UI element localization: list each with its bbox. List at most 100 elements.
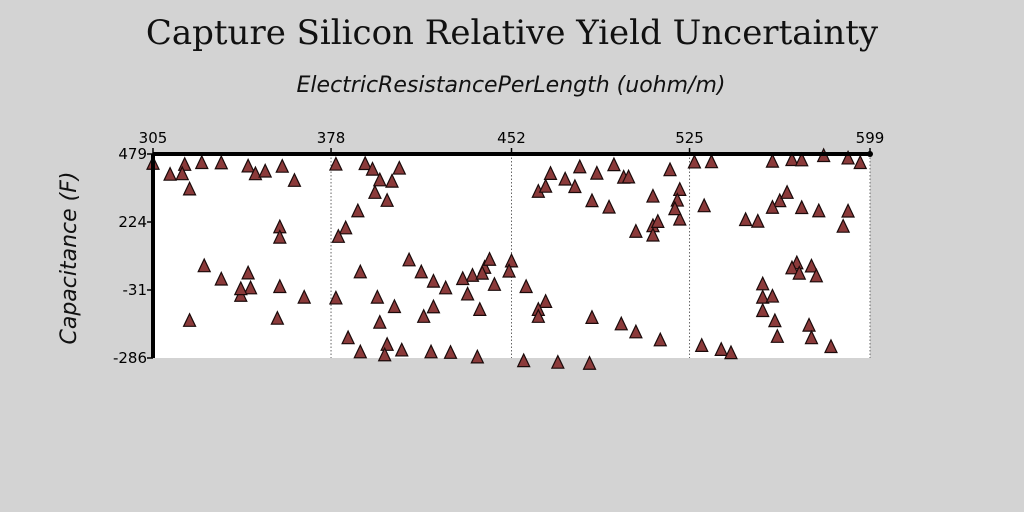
data-point-62	[780, 184, 795, 199]
data-point-64	[765, 199, 780, 214]
data-point-28	[372, 171, 387, 187]
data-point-88	[585, 192, 599, 208]
data-point-29	[385, 173, 399, 188]
data-point-112	[531, 308, 546, 323]
data-point-67	[811, 202, 826, 218]
data-point-35	[328, 289, 343, 305]
data-point-89	[602, 199, 617, 214]
data-point-8	[287, 172, 302, 187]
data-point-83	[824, 338, 838, 354]
data-point-68	[841, 203, 856, 218]
data-point-100	[650, 213, 665, 228]
data-point-101	[645, 227, 660, 242]
data-point-113	[585, 309, 599, 324]
data-point-73	[792, 265, 807, 280]
data-point-24	[328, 156, 343, 171]
data-point-5	[248, 165, 263, 181]
x-tick-label-3: 525	[675, 129, 704, 147]
data-point-105	[502, 263, 517, 278]
data-point-103	[482, 251, 497, 266]
data-point-14	[197, 257, 212, 273]
data-point-57	[794, 151, 809, 167]
data-point-120	[426, 273, 441, 288]
data-point-61	[772, 192, 787, 208]
data-point-117	[694, 337, 709, 352]
data-point-10	[272, 229, 287, 244]
data-point-131	[472, 301, 487, 316]
data-point-11	[163, 166, 178, 181]
data-point-2	[214, 154, 229, 170]
data-point-16	[241, 264, 256, 280]
data-point-85	[672, 211, 687, 226]
data-point-3	[175, 165, 190, 181]
data-point-22	[270, 310, 285, 325]
data-point-69	[836, 218, 851, 233]
data-point-123	[460, 285, 475, 301]
data-point-13	[182, 180, 197, 196]
data-point-52	[663, 161, 677, 177]
data-point-50	[606, 156, 621, 172]
data-point-77	[765, 288, 780, 303]
data-point-119	[724, 344, 738, 360]
data-point-129	[426, 298, 441, 314]
data-point-54	[704, 153, 719, 169]
data-point-65	[738, 211, 753, 227]
data-point-81	[770, 328, 785, 343]
x-tick-label-2: 452	[497, 129, 526, 147]
y-tick-label-3: -286	[113, 349, 147, 367]
data-point-106	[465, 267, 480, 282]
data-point-26	[365, 161, 380, 176]
data-point-20	[272, 278, 287, 294]
data-point-49	[589, 165, 604, 180]
chart-title: Capture Silicon Relative Yield Uncertain…	[146, 13, 879, 53]
x-tick-label-4: 599	[856, 129, 885, 147]
y-axis-label: Capacitance (F)	[57, 172, 82, 345]
y-tick-label-2: -31	[123, 281, 148, 299]
data-point-74	[809, 267, 824, 283]
data-point-42	[424, 343, 438, 359]
data-point-110	[538, 293, 553, 308]
data-point-56	[785, 151, 799, 167]
data-point-38	[380, 336, 395, 351]
data-point-96	[645, 188, 660, 203]
data-point-93	[543, 165, 558, 180]
data-point-44	[470, 348, 485, 364]
x-tick-label-1: 378	[317, 129, 346, 147]
data-point-79	[767, 312, 782, 328]
data-point-115	[628, 323, 643, 339]
data-point-34	[331, 228, 346, 243]
data-point-104	[504, 252, 519, 268]
y-tick-label-0: 479	[118, 145, 147, 163]
data-point-36	[341, 329, 356, 345]
data-point-1	[194, 154, 209, 170]
data-point-78	[755, 302, 770, 318]
data-point-116	[653, 331, 668, 347]
data-point-95	[621, 168, 636, 184]
data-point-127	[370, 289, 385, 304]
data-point-126	[353, 263, 368, 279]
data-point-80	[802, 317, 816, 332]
data-point-17	[243, 279, 258, 295]
data-point-30	[380, 192, 395, 207]
data-point-87	[628, 223, 643, 238]
data-point-121	[438, 279, 453, 295]
data-point-71	[804, 257, 819, 273]
data-point-84	[697, 197, 712, 213]
data-point-27	[392, 160, 407, 175]
data-point-109	[519, 278, 534, 294]
data-point-63	[794, 199, 809, 215]
data-point-55	[765, 153, 780, 168]
data-point-7	[258, 163, 273, 178]
data-point-72	[785, 259, 799, 275]
data-point-37	[372, 314, 387, 329]
data-point-118	[714, 341, 729, 356]
data-point-39	[394, 341, 409, 357]
data-point-60	[853, 154, 868, 170]
data-point-128	[387, 298, 402, 314]
data-point-6	[275, 158, 290, 173]
data-point-45	[516, 352, 531, 368]
data-point-59	[841, 149, 856, 165]
data-point-125	[402, 251, 417, 267]
data-point-97	[672, 181, 687, 196]
